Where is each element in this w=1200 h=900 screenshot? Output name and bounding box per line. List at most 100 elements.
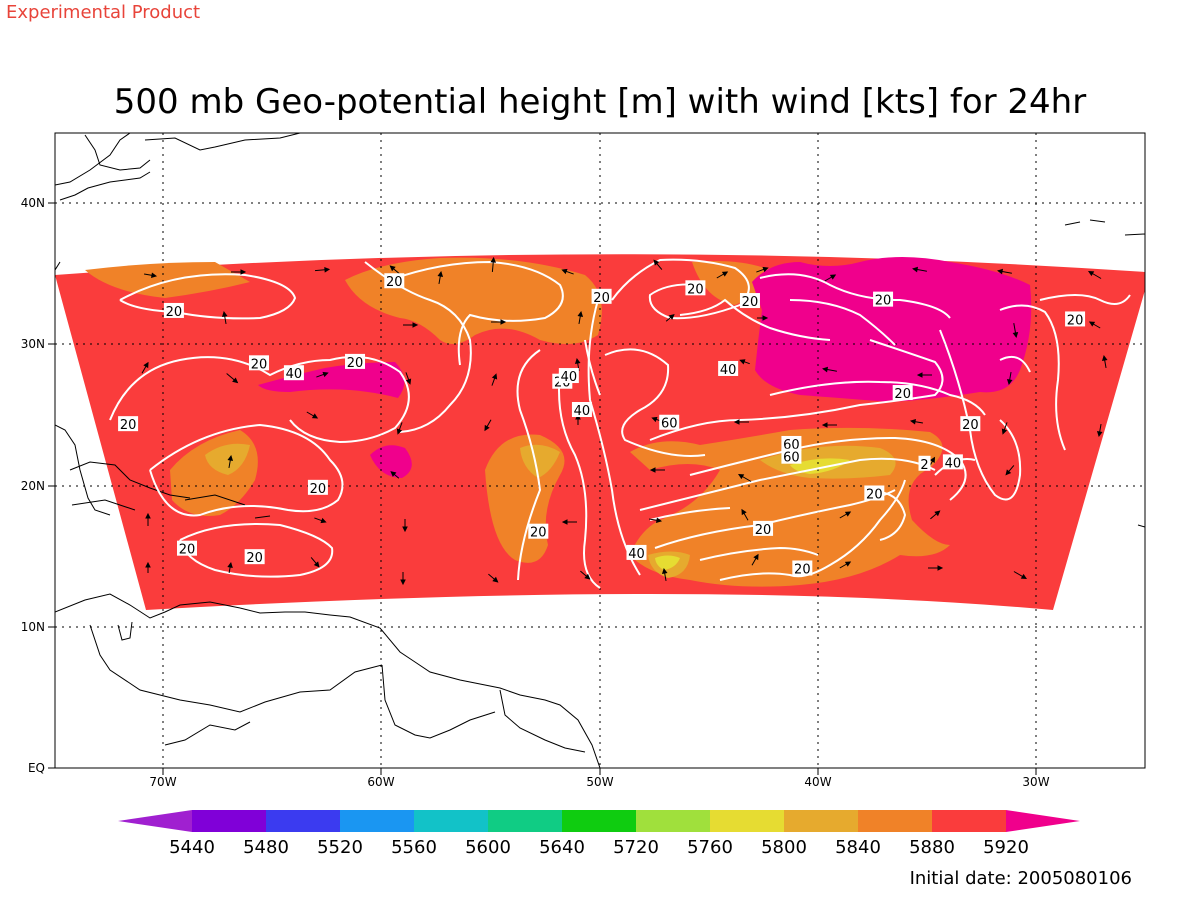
colorbar-swatch xyxy=(1006,810,1080,832)
lon-label-40w: 40W xyxy=(804,775,831,789)
contour-label-text: 20 xyxy=(179,543,196,558)
colorbar-tick-label: 5880 xyxy=(909,837,955,858)
contour-label: 20 xyxy=(118,416,139,433)
contour-label-text: 20 xyxy=(347,356,364,371)
colorbar-tick-label: 5480 xyxy=(243,837,289,858)
colorbar-swatch xyxy=(562,810,636,832)
contour-label: 20 xyxy=(249,355,270,372)
lat-label-40n: 40N xyxy=(21,196,45,210)
contour-label-text: 2 xyxy=(920,458,928,473)
contour-label: 20 xyxy=(591,288,612,306)
contour-label: 20 xyxy=(384,273,405,290)
colorbar-tick-label: 5760 xyxy=(687,837,733,858)
contour-label-text: 20 xyxy=(120,418,137,433)
colorbar-swatch xyxy=(710,810,784,832)
contour-label-text: 20 xyxy=(386,275,403,290)
experimental-product-label: Experimental Product xyxy=(6,2,201,23)
contour-label: 20 xyxy=(792,560,813,577)
contour-label: 20 xyxy=(1065,311,1086,328)
height-fill-5920 xyxy=(258,257,1032,478)
isotach-lines xyxy=(109,258,1131,589)
colorbar-swatch xyxy=(266,810,340,832)
contour-label-text: 40 xyxy=(628,547,645,562)
lat-label-10n: 10N xyxy=(21,620,45,634)
colorbar-tick-label: 5840 xyxy=(835,837,881,858)
colorbar-tick-label: 5520 xyxy=(317,837,363,858)
contour-label-text: 20 xyxy=(894,387,911,402)
contour-label-text: 20 xyxy=(687,282,704,297)
contour-label-text: 40 xyxy=(945,456,962,471)
lon-label-70w: 70W xyxy=(149,775,176,789)
colorbar-swatch xyxy=(414,810,488,832)
contour-label: 20 xyxy=(739,293,760,310)
contour-label-text: 60 xyxy=(661,417,678,432)
colorbar-swatch xyxy=(192,810,266,832)
lat-label-20n: 20N xyxy=(21,479,45,493)
contour-label: 40 xyxy=(558,368,579,385)
contour-label: 40 xyxy=(283,365,304,382)
contour-label-text: 20 xyxy=(246,551,263,566)
colorbar-tick-label: 5640 xyxy=(539,837,585,858)
contour-label: 40 xyxy=(942,454,963,471)
contour-label-text: 40 xyxy=(574,404,591,419)
contour-label-text: 20 xyxy=(794,562,811,577)
contour-label: 20 xyxy=(307,479,328,497)
contour-label: 2 xyxy=(918,455,931,473)
contour-label: 20 xyxy=(873,291,894,309)
contour-label: 20 xyxy=(753,520,774,538)
contour-label-text: 20 xyxy=(530,526,547,541)
colorbar-swatch xyxy=(932,810,1006,832)
contour-label: 20 xyxy=(177,540,198,558)
contour-label: 40 xyxy=(626,544,647,562)
lat-axis-labels: 40N 30N 20N 10N EQ xyxy=(21,196,45,775)
contour-label-text: 40 xyxy=(286,367,303,382)
wind-vectors xyxy=(141,256,1108,586)
colorbar-swatch xyxy=(858,810,932,832)
graticule xyxy=(55,133,1145,768)
contour-label-text: 20 xyxy=(251,357,268,372)
contour-label: 20 xyxy=(685,280,706,297)
lat-label-30n: 30N xyxy=(21,337,45,351)
contour-label: 20 xyxy=(345,353,366,371)
colorbar-tick-label: 5800 xyxy=(761,837,807,858)
contour-label-text: 20 xyxy=(875,294,892,309)
colorbar-tick-label: 5920 xyxy=(983,837,1029,858)
contour-label: 20 xyxy=(163,302,184,320)
contour-label: 20 xyxy=(864,485,885,502)
contour-label-text: 40 xyxy=(561,370,578,385)
contour-label-text: 20 xyxy=(1067,313,1084,328)
colorbar-swatch xyxy=(340,810,414,832)
contour-label-text: 20 xyxy=(962,418,979,433)
initial-date-label: Initial date: 2005080106 xyxy=(909,868,1132,889)
contour-label-text: 20 xyxy=(866,487,883,502)
contour-label-text: 60 xyxy=(783,451,800,466)
contour-label-text: 20 xyxy=(310,482,327,497)
map-title: 500 mb Geo-potential height [m] with win… xyxy=(113,82,1087,122)
lon-label-50w: 50W xyxy=(586,775,613,789)
colorbar-tick-labels: 5440 5480 5520 5560 5600 5640 5720 5760 5800 5840… xyxy=(169,837,1029,858)
colorbar-tick-label: 5440 xyxy=(169,837,215,858)
colorbar-tick-label: 5720 xyxy=(613,837,659,858)
contour-label: 40 xyxy=(571,402,592,419)
colorbar-swatch xyxy=(636,810,710,832)
lon-axis-labels: 70W 60W 50W 40W 30W xyxy=(149,775,1049,789)
contour-label-text: 40 xyxy=(720,363,737,378)
contour-label: 60 xyxy=(781,448,802,466)
coastlines xyxy=(55,133,1145,768)
colorbar-tick-label: 5560 xyxy=(391,837,437,858)
colorbar-tick-label: 5600 xyxy=(465,837,511,858)
contour-label-text: 20 xyxy=(593,291,610,306)
contour-label-text: 20 xyxy=(166,305,183,320)
contour-label: 20 xyxy=(892,385,913,402)
colorbar-swatch xyxy=(118,810,192,832)
contour-label: 20 xyxy=(528,523,549,541)
contour-label: 40 xyxy=(718,360,739,378)
lon-label-30w: 30W xyxy=(1022,775,1049,789)
lat-label-eq: EQ xyxy=(28,761,45,775)
contour-label: 20 xyxy=(960,416,981,433)
contour-label: 20 xyxy=(244,549,265,566)
colorbar xyxy=(118,810,1080,832)
contour-label-text: 20 xyxy=(742,295,759,310)
